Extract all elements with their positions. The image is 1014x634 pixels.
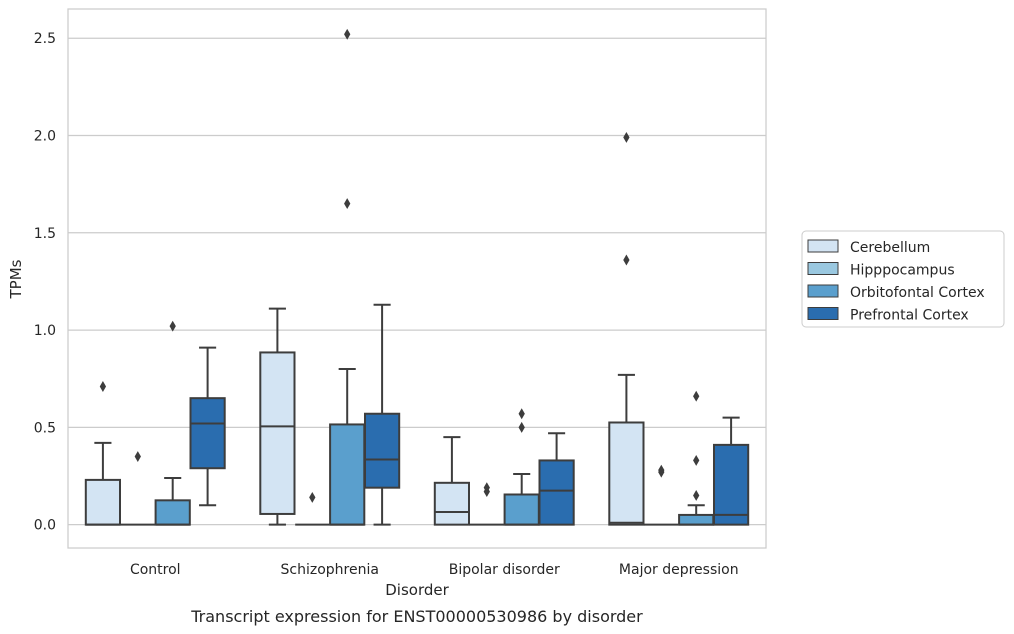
outlier-point bbox=[658, 464, 665, 476]
legend-frame bbox=[801, 230, 1005, 328]
outlier-point bbox=[344, 198, 351, 210]
outlier-point bbox=[518, 408, 525, 420]
outlier-point bbox=[693, 454, 700, 466]
outlier-point bbox=[344, 28, 351, 40]
outlier-point bbox=[483, 482, 490, 494]
y-tick-label: 1.0 bbox=[34, 323, 56, 339]
box-iqr bbox=[189, 397, 226, 470]
y-tick-label: 0.5 bbox=[34, 420, 56, 436]
x-tick-label: Control bbox=[130, 562, 181, 578]
legend-swatch bbox=[807, 307, 839, 320]
box-iqr bbox=[329, 423, 366, 526]
box-iqr bbox=[712, 443, 750, 526]
box-iqr bbox=[608, 421, 645, 526]
box-groups bbox=[84, 28, 750, 526]
box-hipppocampus bbox=[120, 451, 155, 526]
legend-label: Cerebellum bbox=[850, 240, 930, 256]
outlier-point bbox=[693, 390, 700, 402]
legend-swatch bbox=[807, 262, 839, 275]
box-cerebellum bbox=[259, 307, 296, 526]
box-orbitofontal-cortex bbox=[503, 408, 540, 526]
box-hipppocampus bbox=[644, 464, 679, 526]
y-axis-ticks: 0.0 0.5 1.0 1.5 2.0 2.5 bbox=[34, 31, 56, 533]
legend-label: Hipppocampus bbox=[850, 263, 955, 279]
y-tick-label: 0.0 bbox=[34, 518, 56, 534]
outlier-point bbox=[309, 491, 316, 503]
y-tick-label: 1.5 bbox=[34, 226, 56, 242]
box-iqr bbox=[433, 481, 471, 526]
x-tick-label: Bipolar disorder bbox=[449, 562, 560, 578]
outlier-point bbox=[623, 254, 630, 266]
legend-label: Orbitofontal Cortex bbox=[850, 285, 985, 301]
box-hipppocampus bbox=[295, 491, 330, 526]
box-orbitofontal-cortex bbox=[678, 390, 715, 526]
box-iqr bbox=[503, 493, 540, 526]
outlier-point bbox=[99, 381, 107, 392]
x-axis-ticks: Control Schizophrenia Bipolar disorder Majo… bbox=[130, 562, 739, 578]
legend-swatch bbox=[807, 284, 839, 298]
x-axis-label: Disorder bbox=[385, 581, 449, 599]
box-orbitofontal-cortex bbox=[329, 28, 366, 526]
y-tick-label: 2.5 bbox=[34, 31, 56, 47]
box-iqr bbox=[363, 412, 401, 489]
box-cerebellum bbox=[84, 381, 122, 526]
box-prefrontal-cortex bbox=[538, 432, 575, 526]
box-iqr bbox=[84, 478, 122, 526]
box-iqr bbox=[259, 351, 296, 515]
box-iqr bbox=[154, 499, 191, 526]
outlier-point bbox=[623, 131, 630, 143]
y-tick-label: 2.0 bbox=[34, 128, 56, 144]
gridlines bbox=[68, 37, 766, 526]
outlier-point bbox=[169, 320, 176, 332]
legend: Cerebellum Hipppocampus Orbitofontal Corte… bbox=[801, 230, 1005, 328]
box-orbitofontal-cortex bbox=[154, 320, 191, 526]
box-prefrontal-cortex bbox=[189, 346, 226, 507]
box-prefrontal-cortex bbox=[712, 416, 750, 526]
legend-label: Prefrontal Cortex bbox=[850, 308, 969, 324]
box-iqr bbox=[678, 513, 715, 526]
legend-swatch bbox=[807, 239, 839, 253]
y-axis-label: TPMs bbox=[7, 259, 25, 299]
x-tick-label: Major depression bbox=[619, 562, 739, 578]
box-iqr bbox=[538, 459, 575, 526]
box-cerebellum bbox=[433, 436, 471, 526]
outlier-point bbox=[134, 451, 141, 463]
plot-frame bbox=[67, 8, 767, 549]
box-cerebellum bbox=[608, 131, 645, 526]
outlier-point bbox=[518, 421, 525, 433]
box-hipppocampus bbox=[469, 482, 504, 526]
x-tick-label: Schizophrenia bbox=[281, 562, 379, 578]
outlier-point bbox=[693, 490, 700, 501]
chart-caption: Transcript expression for ENST0000053098… bbox=[190, 607, 643, 626]
box-prefrontal-cortex bbox=[363, 303, 401, 526]
